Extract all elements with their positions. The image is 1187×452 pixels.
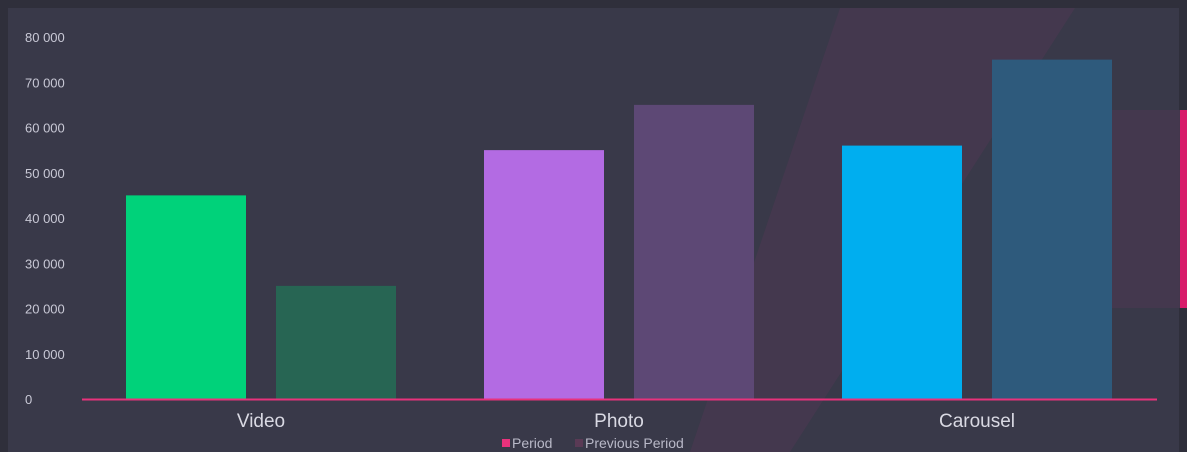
bar-carousel-previous-period[interactable] xyxy=(992,59,1112,399)
y-tick-label: 80 000 xyxy=(25,30,65,45)
y-axis-tick-labels: 0 10 000 20 000 30 000 40 000 50 000 60 000 70 … xyxy=(25,30,65,407)
y-tick-label: 60 000 xyxy=(25,121,65,136)
x-category-label: Photo xyxy=(594,411,644,432)
bar-carousel-period[interactable] xyxy=(842,145,962,399)
y-tick-label: 50 000 xyxy=(25,166,65,181)
y-tick-label: 40 000 xyxy=(25,211,65,226)
x-category-label: Carousel xyxy=(939,411,1015,432)
y-tick-label: 10 000 xyxy=(25,347,65,362)
bar-photo-previous-period[interactable] xyxy=(634,104,754,399)
decorative-accent-bar xyxy=(1180,110,1187,308)
y-tick-label: 30 000 xyxy=(25,256,65,271)
y-tick-label: 20 000 xyxy=(25,302,65,317)
legend-swatch-period xyxy=(502,439,510,447)
bar-video-previous-period[interactable] xyxy=(276,285,396,399)
bar-photo-period[interactable] xyxy=(484,150,604,399)
y-tick-label: 0 xyxy=(25,392,32,407)
legend-swatch-previous-period xyxy=(575,439,583,447)
legend-label-period: Period xyxy=(512,435,552,451)
x-category-label: Video xyxy=(237,411,285,432)
x-axis-category-labels: Video Photo Carousel xyxy=(237,411,1015,432)
legend: Period Previous Period xyxy=(502,435,684,451)
legend-label-previous-period: Previous Period xyxy=(585,435,684,451)
bar-video-period[interactable] xyxy=(126,195,246,399)
bars-group xyxy=(126,59,1112,399)
y-tick-label: 70 000 xyxy=(25,75,65,90)
